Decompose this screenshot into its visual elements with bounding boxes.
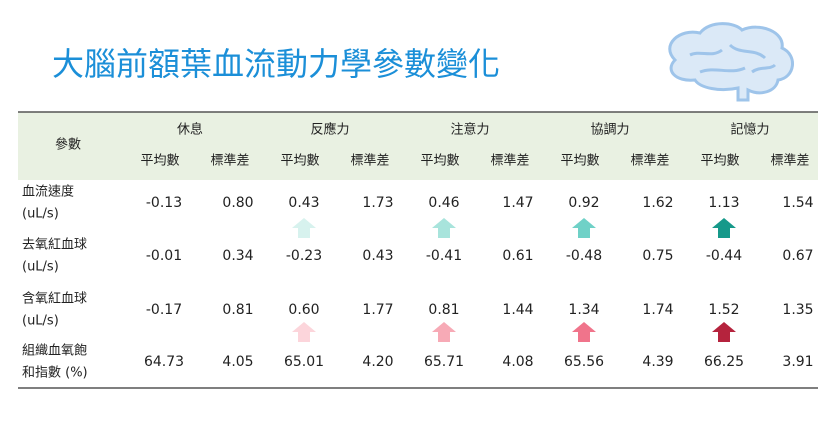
sub-header: 標準差 [630,153,669,169]
sub-header: 標準差 [350,153,389,169]
cell: 0.81 [428,302,459,318]
cell: 1.44 [502,302,533,318]
cell: -0.44 [706,248,742,264]
up-arrow [572,218,596,238]
cell: 3.91 [782,354,813,370]
cell: 65.01 [284,354,324,370]
cell: -0.13 [146,195,182,211]
sub-header: 平均數 [140,154,179,169]
sub-header: 平均數 [420,154,459,169]
cell: -0.23 [286,248,322,264]
cell: 0.61 [502,248,533,264]
cell: 0.34 [222,248,253,264]
sub-header: 標準差 [210,153,249,169]
row-label: (uL/s) [22,207,59,222]
corner-header: 參數 [55,138,81,153]
cell: 4.39 [642,354,673,370]
up-arrow [712,322,736,342]
cell: -0.17 [146,302,182,318]
title: 大腦前額葉血流動力學參數變化 [52,45,500,83]
cell: 0.60 [288,302,319,318]
cell: 0.43 [288,195,319,211]
up-arrow [572,322,596,342]
cell: 1.73 [362,195,393,211]
group-header: 記憶力 [730,122,769,138]
cell: 0.75 [642,248,673,264]
group-header: 反應力 [310,122,349,138]
cell: 1.47 [502,195,533,211]
cell: 64.73 [144,354,184,370]
row-label: 和指數 (%) [22,366,88,381]
cell: 1.52 [708,302,739,318]
header-bg [18,112,818,180]
cell: 0.81 [222,302,253,318]
cell: 65.56 [564,354,604,370]
cell: 1.35 [782,302,813,318]
cell: 4.08 [502,354,533,370]
sub-header: 標準差 [770,153,809,169]
cell: 1.34 [568,302,599,318]
up-arrow [292,218,316,238]
sub-header: 平均數 [700,154,739,169]
up-arrow [432,322,456,342]
up-arrow [712,218,736,238]
cell: 1.54 [782,195,813,211]
row-label: 含氧紅血球 [22,292,87,307]
group-header: 注意力 [450,122,489,138]
row-label: (uL/s) [22,314,59,329]
cell: 66.25 [704,354,744,370]
cell: 4.05 [222,354,253,370]
group-header: 協調力 [590,123,629,138]
up-arrow [292,322,316,342]
sub-header: 標準差 [490,153,529,169]
cell: 4.20 [362,354,393,370]
cell: 0.92 [568,195,599,211]
cell: 65.71 [424,354,464,370]
cell: 1.74 [642,302,673,318]
cell: 1.62 [642,195,673,211]
row-label: 去氧紅血球 [22,238,87,253]
cell: 0.80 [222,195,253,211]
cell: 0.46 [428,195,459,211]
cell: -0.48 [566,248,602,264]
sub-header: 平均數 [280,154,319,169]
cell: 0.43 [362,248,393,264]
cell: 0.67 [782,248,813,264]
row-label: 組織血氧飽 [22,344,87,359]
cell: -0.41 [426,248,462,264]
cell: 1.77 [362,302,393,318]
cell: 1.13 [708,195,739,211]
arrows [292,218,736,342]
up-arrow [432,218,456,238]
cell: -0.01 [146,248,182,264]
sub-header: 平均數 [560,154,599,169]
row-label: (uL/s) [22,260,59,275]
row-label: 血流速度 [22,184,74,200]
group-header: 休息 [177,122,203,138]
brain-icon [668,22,794,102]
